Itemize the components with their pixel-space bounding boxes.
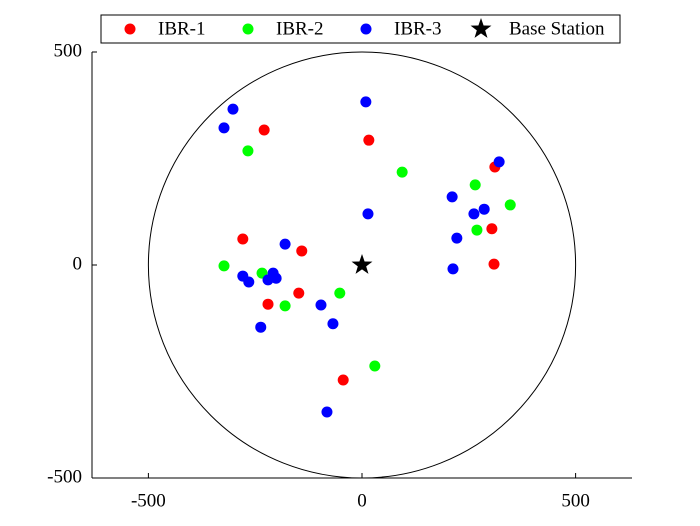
point <box>279 300 291 312</box>
legend-label: IBR-1 <box>158 18 206 39</box>
point <box>296 245 308 257</box>
point <box>493 156 505 168</box>
point <box>369 360 381 372</box>
point <box>227 103 239 115</box>
x-tick-label: 0 <box>357 490 367 511</box>
point <box>243 276 255 288</box>
legend-label: Base Station <box>509 18 605 39</box>
point <box>262 298 274 310</box>
x-tick-label: 500 <box>561 490 590 511</box>
point <box>471 224 483 236</box>
point <box>255 321 267 333</box>
point <box>279 238 291 250</box>
point <box>321 406 333 418</box>
point <box>337 374 349 386</box>
coverage-circle <box>147 51 577 479</box>
y-tick-label: 500 <box>54 40 83 61</box>
point <box>360 96 372 108</box>
point <box>363 134 375 146</box>
star-marker <box>351 254 373 274</box>
point <box>469 179 481 191</box>
point <box>504 199 516 211</box>
legend-label: IBR-3 <box>394 18 442 39</box>
point <box>242 145 254 157</box>
point <box>362 208 374 220</box>
point <box>218 122 230 134</box>
y-tick-label: 0 <box>73 253 83 274</box>
legend-marker <box>242 23 254 35</box>
point <box>293 287 305 299</box>
point <box>262 274 274 286</box>
x-tick-label: -500 <box>131 490 166 511</box>
point <box>478 203 490 215</box>
point <box>315 299 327 311</box>
point <box>258 124 270 136</box>
point <box>447 263 459 275</box>
point <box>218 260 230 272</box>
point <box>451 232 463 244</box>
point <box>468 208 480 220</box>
legend-label: IBR-2 <box>276 18 324 39</box>
point <box>486 223 498 235</box>
point <box>488 258 500 270</box>
y-tick-label: -500 <box>47 466 82 487</box>
point <box>327 318 339 330</box>
point <box>396 166 408 178</box>
legend-marker <box>360 23 372 35</box>
point <box>237 233 249 245</box>
legend-marker <box>124 23 136 35</box>
legend-marker <box>470 18 492 38</box>
point <box>446 191 458 203</box>
point <box>334 287 346 299</box>
